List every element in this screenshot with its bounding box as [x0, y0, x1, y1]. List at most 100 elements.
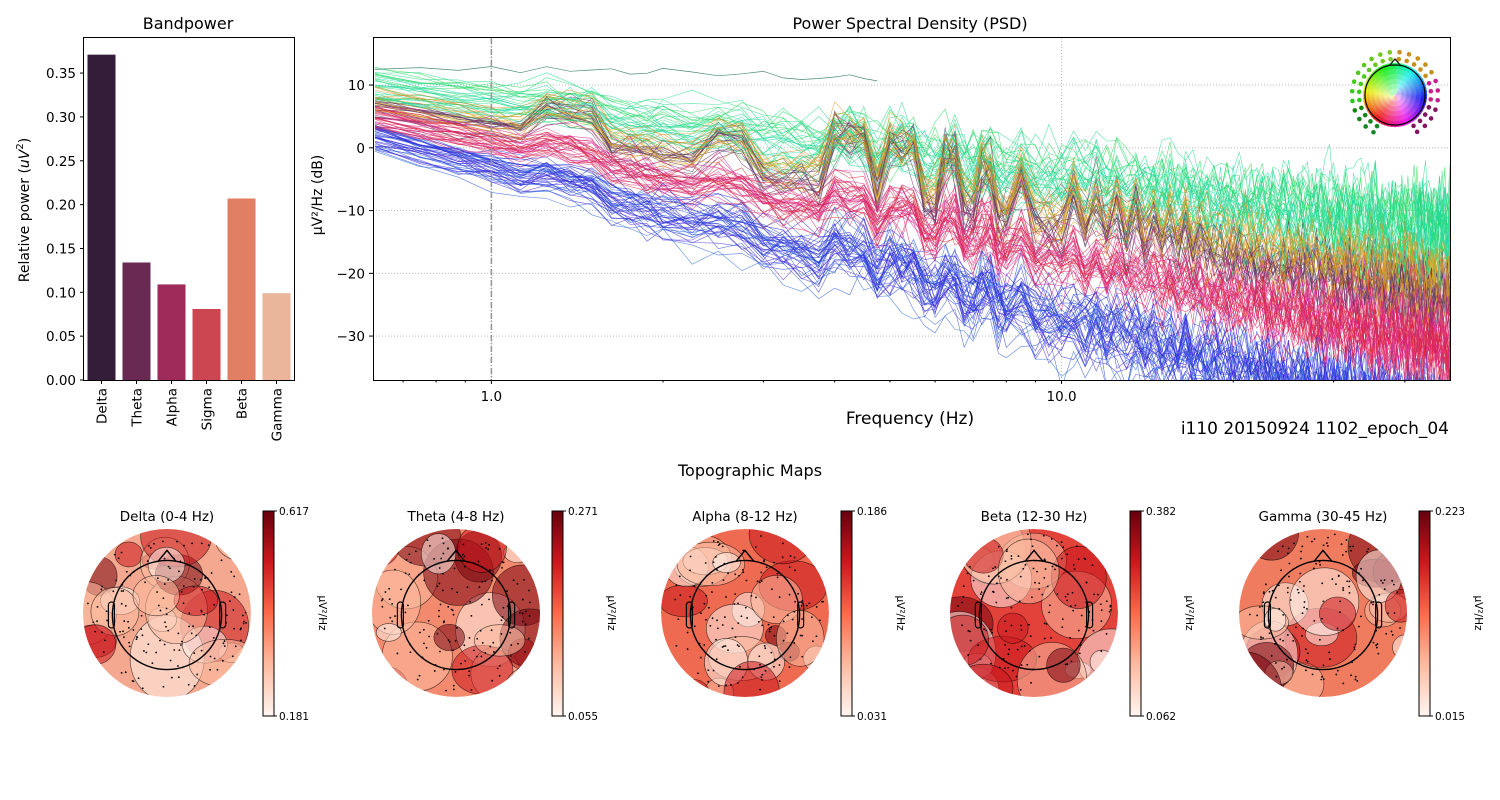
topomap-sensor [407, 604, 409, 607]
sensor-key-dot [1359, 105, 1364, 111]
topomap-sensor [1261, 605, 1264, 608]
sensor-key-dot [1363, 124, 1368, 129]
nose-outline [1024, 549, 1044, 562]
topomap-sensor [773, 665, 775, 668]
topomap-sensor [1270, 654, 1273, 657]
psd-ytick-label: −30 [337, 329, 366, 345]
topomap-sensor [1339, 600, 1342, 603]
topomap-sensor [169, 567, 171, 570]
topomap-sensor [1315, 562, 1318, 565]
topomap-sensor [135, 635, 138, 638]
topomap-sensor [788, 593, 791, 596]
bandpower-chart: Bandpower 0.00 0.05 0.10 0.15 0.20 0.25 0.30 0.… [15, 14, 295, 441]
colorbar-max-label: 0.382 [1146, 506, 1176, 518]
head-outline [978, 559, 1090, 671]
topomap-sensor [750, 594, 753, 597]
topomap-sensor [1042, 534, 1045, 537]
topomap-sensor [725, 684, 727, 687]
topomap-sensor [1260, 638, 1262, 641]
topomap-contour [723, 661, 780, 697]
topomap-sensor [1293, 542, 1295, 545]
topomap-sensor [153, 542, 155, 545]
topomap-sensor [1010, 624, 1013, 627]
bandpower-title: Bandpower [143, 14, 234, 33]
topomap-sensor [1036, 570, 1038, 573]
psd-channel-line [374, 68, 1450, 248]
topomap-sensor [768, 630, 771, 633]
topomap-sensor [764, 647, 767, 650]
topomap-sensor [1354, 678, 1357, 681]
topomap-sensor [120, 551, 123, 554]
topomap-sensor [1393, 612, 1396, 615]
sensor-key-dot [1423, 62, 1428, 67]
topomap-sensor [1274, 662, 1277, 664]
topomap-sensor [209, 655, 212, 658]
left-ear-outline [1263, 601, 1272, 629]
topomap-sensor [452, 688, 455, 691]
topomap-sensor [738, 574, 740, 577]
topomap-sensor [1320, 678, 1323, 681]
topomap-sensor [1028, 649, 1031, 652]
topomap-sensor [1072, 609, 1075, 612]
topomap-sensor [181, 640, 183, 643]
topomap-sensor [1356, 680, 1359, 682]
topomap-sensor [1383, 588, 1386, 591]
sensor-key-dot [1361, 74, 1367, 79]
psd-channel-line [374, 66, 878, 82]
topomap-sensor [1018, 600, 1021, 603]
topomap-sensor [122, 590, 125, 592]
topomap-sensor [1093, 593, 1096, 596]
topomap-sensor [1322, 678, 1325, 681]
topomap-sensor [1372, 603, 1374, 606]
topomap-sensor [1335, 673, 1338, 676]
sensor-key-dot [1418, 67, 1423, 72]
topomap-sensor [101, 631, 103, 634]
psd-channel-line [374, 128, 1443, 380]
topomap-sensor [112, 590, 115, 593]
topomap-sensor [768, 628, 771, 631]
topomap-sensor [463, 555, 466, 558]
topomap-sensor [190, 632, 193, 635]
topomap-sensor [1286, 586, 1289, 589]
bar-xtick-label: Gamma [270, 388, 286, 441]
topomap-sensor [490, 579, 493, 582]
sensor-key-dot [1368, 119, 1373, 124]
topomap-sensor [192, 585, 195, 588]
topomap-sensor [979, 658, 982, 661]
topomap-sensor [770, 651, 773, 654]
topomap-sensor [501, 566, 503, 569]
topomap-sensor [470, 614, 473, 617]
topomap-sensor [718, 543, 721, 546]
topomap-sensor [721, 545, 724, 548]
topomap-contour [953, 663, 1014, 697]
topomap-sensor [761, 673, 764, 676]
psd-ytick-label: 0 [356, 141, 365, 157]
topomap-sensor [433, 557, 435, 560]
topomap-sensor [100, 588, 103, 591]
psd-xtick-label: 1.0 [481, 389, 502, 405]
topomap-sensor [1085, 581, 1088, 584]
topomap-sensor [1017, 555, 1020, 558]
topomap-sensor [87, 602, 89, 605]
topomap-sensor [1075, 545, 1078, 548]
topomap-sensor [115, 579, 118, 582]
sensor-key-dot [1361, 62, 1367, 68]
topomap-sensor [452, 613, 455, 616]
topomap-sensor [1005, 578, 1008, 581]
topomap-sensor [442, 621, 445, 624]
topomap-sensor [1004, 667, 1006, 670]
topomap-sensor [1342, 682, 1345, 685]
psd-channel-line [374, 128, 1423, 380]
topomap-sensor [491, 679, 494, 682]
topomap-sensor [396, 652, 399, 655]
topomap-sensor [810, 616, 813, 619]
psd-channel-line [374, 147, 1269, 380]
topomap-sensor [972, 579, 975, 582]
nose-outline [157, 549, 177, 562]
topomap-contour [776, 610, 825, 667]
topomap-sensor [119, 630, 121, 633]
topomap-sensor [734, 593, 737, 595]
topomap-sensor [1030, 681, 1032, 684]
psd-channel-line [374, 145, 1406, 380]
topomap-sensor [734, 636, 737, 639]
